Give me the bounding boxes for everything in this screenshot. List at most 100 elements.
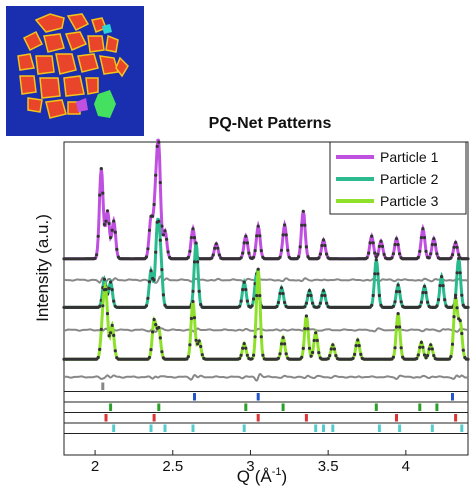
- inset-highlighted-particle-2: [102, 24, 112, 34]
- series-3-point: [96, 355, 100, 360]
- series-3-point: [466, 357, 470, 361]
- reflection-tick: [193, 393, 196, 401]
- plot-area: 2 2.5 3 3.5 4: [62, 138, 470, 475]
- series-2-point: [318, 301, 322, 305]
- series-3-point: [309, 354, 313, 358]
- series-1-point: [393, 243, 397, 247]
- series-3-point: [245, 353, 249, 357]
- series-2-point: [244, 288, 248, 292]
- reflection-tick: [112, 424, 116, 432]
- series-1-point: [155, 144, 159, 148]
- series-3-point: [393, 346, 397, 350]
- series-3-point: [314, 331, 318, 335]
- series-3-point: [419, 340, 423, 344]
- series-3-point: [186, 355, 190, 359]
- series-3-point: [278, 352, 282, 356]
- series-3-point: [258, 294, 262, 298]
- series-2-residual: [63, 327, 468, 333]
- series-1-point: [317, 256, 321, 260]
- series-2-point: [242, 280, 246, 284]
- series-2-point: [309, 293, 313, 298]
- chart-title: PQ-Net Patterns: [209, 115, 332, 132]
- series-1-point: [303, 223, 307, 227]
- series-1-point: [242, 241, 246, 245]
- inset-particle: [43, 33, 65, 53]
- series-1-point: [186, 255, 190, 259]
- series-2-point: [152, 278, 156, 282]
- series-3-point: [306, 327, 310, 331]
- series-1-point: [435, 252, 439, 256]
- series-3-point: [430, 347, 434, 351]
- series-3-point: [200, 353, 204, 357]
- series-1-point: [427, 256, 431, 260]
- reflection-tick: [322, 424, 325, 432]
- series-3-point: [244, 346, 248, 350]
- series-3-point: [315, 338, 319, 343]
- series-3-residual: [64, 373, 469, 382]
- series-1-point: [110, 228, 114, 232]
- inset-highlighted-particle-3: [94, 90, 116, 118]
- x-axis-label-close: ): [282, 467, 288, 486]
- series-3-point: [449, 355, 453, 359]
- series-3-point: [332, 347, 336, 351]
- series-2-point: [393, 300, 397, 304]
- series-3-point: [359, 352, 363, 356]
- inset-particle: [19, 75, 37, 95]
- series-2-point: [325, 301, 329, 305]
- series-3-point: [304, 314, 308, 318]
- series-1-point: [259, 249, 263, 253]
- inset-particle: [115, 56, 129, 78]
- series-3-point: [460, 331, 464, 336]
- inset-particle: [45, 99, 67, 119]
- series-1-point: [278, 255, 282, 259]
- series-3-point: [396, 312, 400, 316]
- legend-label-3: Particle 3: [380, 193, 439, 209]
- series-1-point: [95, 253, 99, 257]
- series-3-point: [424, 356, 428, 360]
- legend-label-2: Particle 2: [380, 171, 439, 187]
- series-1-point: [210, 256, 214, 260]
- series-2-point: [144, 304, 148, 308]
- series-1-point: [283, 223, 287, 227]
- series-3-point: [158, 336, 162, 340]
- series-3-point: [418, 345, 422, 349]
- series-3-point: [196, 342, 200, 346]
- series-2-point: [419, 300, 423, 304]
- series-3-point: [197, 339, 201, 343]
- series-1-point: [365, 256, 369, 260]
- series-1-point: [396, 243, 400, 247]
- series-3-point: [253, 335, 257, 339]
- series-2-point: [146, 296, 150, 300]
- series-1-point: [166, 250, 170, 254]
- series-2-point: [102, 277, 106, 281]
- reflection-tick: [377, 424, 381, 432]
- series-3-point: [398, 325, 402, 329]
- particle-map-inset: [6, 6, 144, 136]
- reflection-tick: [163, 424, 167, 432]
- series-1-point: [466, 257, 470, 261]
- series-1-point: [370, 234, 374, 238]
- series-1-point: [101, 191, 105, 195]
- series-2-point: [157, 219, 161, 223]
- series-2-point: [112, 299, 116, 303]
- series-2: [62, 217, 470, 333]
- series-1-point: [105, 209, 110, 213]
- series-3-point: [238, 356, 242, 361]
- series-3-point: [255, 294, 259, 298]
- series-3-point: [394, 325, 399, 329]
- series-3-point: [151, 330, 155, 334]
- series-3-point: [189, 316, 193, 321]
- series-2-point: [399, 300, 403, 304]
- x-axis-label-main: Q (Å: [237, 467, 273, 486]
- series-2-point: [440, 275, 444, 279]
- series-1-point: [418, 249, 422, 253]
- x-tick-label: 2.5: [162, 458, 183, 475]
- series-3-point: [276, 356, 280, 360]
- reflection-tick: [395, 414, 398, 422]
- series-3-point: [98, 347, 102, 351]
- series-2-point: [160, 268, 164, 272]
- y-axis-label: Intensity (a.u.): [33, 214, 52, 322]
- series-1-point: [318, 252, 322, 256]
- series-3-point: [317, 351, 321, 355]
- series-1-point: [189, 236, 193, 240]
